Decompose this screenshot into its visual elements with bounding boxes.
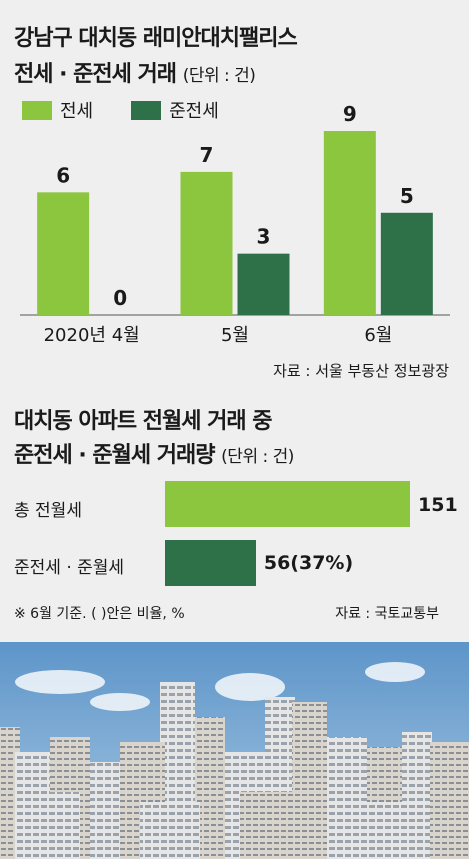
x-tick-label-1: 5월 [221,325,249,346]
chart2-title-line2: 준전세 · 준월세 거래량 (단위 : 건) [14,437,294,469]
chart1-legend: 전세 준전세 [22,97,257,123]
data-label-junjeonse-0: 0 [113,286,127,310]
chart2-title-text: 준전세 · 준월세 거래량 [14,443,215,468]
hbar-label-total: 총 전월세 [14,501,82,521]
legend-swatch-jeonse [22,100,52,120]
data-label-junjeonse-1: 3 [257,225,271,249]
legend-item-junjeonse: 준전세 [131,97,219,123]
data-label-junjeonse-2: 5 [400,184,414,208]
legend-label-junjeonse: 준전세 [169,101,219,122]
chart2-title-line1: 대치동 아파트 전월세 거래 중 [14,409,273,434]
bar-jeonse-2 [323,131,376,315]
chart2-note: ※ 6월 기준. ( )안은 비율, % [14,606,185,622]
chart2-unit: (단위 : 건) [221,447,294,467]
data-label-jeonse-0: 6 [56,163,70,187]
chart1-title-line1: 강남구 대치동 래미안대치팰리스 [14,26,298,51]
data-label-jeonse-2: 9 [343,102,357,126]
apartment-skyline-image [0,642,469,859]
chart1-source: 자료 : 서울 부동산 정보광장 [273,362,449,380]
hbar-total [165,481,410,527]
chart1-title-line2: 전세 · 준전세 거래 (단위 : 건) [14,56,256,88]
bar-jeonse-1 [180,171,233,315]
bar-junjeonse-2 [380,212,433,315]
legend-swatch-junjeonse [131,100,162,120]
x-tick-label-0: 2020년 4월 [44,325,140,346]
legend-item-jeonse: 전세 [22,97,93,123]
chart2-source: 자료 : 국토교통부 [335,606,439,622]
x-tick-label-2: 6월 [364,325,392,346]
data-label-jeonse-1: 7 [200,143,214,167]
bar-jeonse-0 [37,192,90,315]
hbar-label-jun: 준전세 · 준월세 [14,558,125,578]
chart1-title-text: 전세 · 준전세 거래 [14,62,177,87]
bar-junjeonse-1 [237,253,290,315]
hbar-value-jun: 56(37%) [263,552,354,574]
chart1-plot: 6 0 2020년 4월 7 3 5월 9 5 6월 [20,102,450,346]
legend-label-jeonse: 전세 [60,101,94,122]
chart1-unit: (단위 : 건) [182,66,256,86]
hbar-junjeonse-junwolse [165,540,256,586]
hbar-value-total: 151 [418,494,458,516]
